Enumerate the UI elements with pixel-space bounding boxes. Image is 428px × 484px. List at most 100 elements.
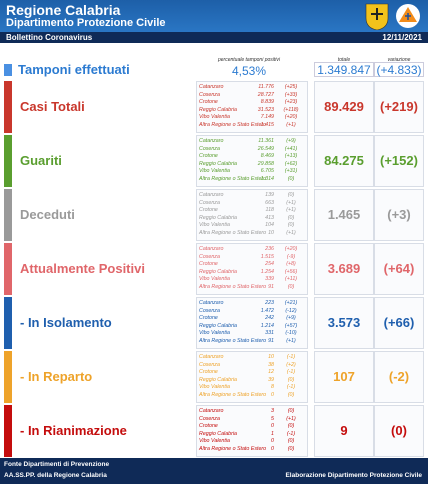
province-variation: (+62) (284, 160, 298, 167)
stripe (4, 351, 12, 403)
province-name: Altra Regione o Stato Estero (199, 284, 267, 290)
province-name: Vibo Valentia (199, 384, 230, 391)
section-variation: (+219) (380, 99, 418, 114)
province-name: Vibo Valentia (199, 114, 230, 121)
province-variation: (+118) (283, 106, 299, 113)
province-name: Crotone (199, 315, 218, 322)
province-name: Cosenza (199, 361, 220, 368)
province-value: 11.776 (258, 84, 274, 90)
credit: Elaborazione Dipartimento Protezione Civ… (285, 472, 422, 479)
province-box (196, 243, 308, 295)
province-value: 0 (271, 392, 274, 398)
province-name: Crotone (199, 261, 218, 268)
total-box (314, 135, 374, 187)
province-name: Cosenza (199, 145, 220, 152)
province-variation: (0) (287, 222, 295, 229)
total-box (314, 297, 374, 349)
province-name: Cosenza (199, 415, 220, 422)
section: Attualmente Positivi Catanzaro 236 (+20) Cos… (2, 243, 426, 295)
tamponi-variation: (+4.833) (374, 62, 424, 77)
province-value: 26.549 (257, 145, 274, 152)
province-variation: (0) (287, 192, 295, 198)
province-value: 28.727 (257, 91, 274, 98)
province-value: 12 (268, 369, 274, 376)
province-variation: (+11) (284, 276, 298, 283)
province-name: Altra Regione o Stato Estero (199, 176, 267, 182)
stripe (4, 135, 12, 187)
section: Casi Totali Catanzaro 11.776 (+25) Cosenza 28… (2, 81, 426, 133)
province-value: 10 (268, 354, 274, 360)
province-value: 6.705 (260, 168, 274, 175)
province-value: 11.361 (258, 138, 274, 144)
province-name: Altra Regione o Stato Estero (199, 122, 267, 128)
province-variation: (+1) (286, 415, 296, 422)
province-name: Reggio Calabria (199, 106, 237, 113)
province-variation: (+57) (284, 322, 298, 329)
province-variation: (+1) (286, 338, 296, 344)
stripe (4, 297, 12, 349)
total-box (314, 81, 374, 133)
province-variation: (+1) (286, 122, 296, 128)
province-name: Catanzaro (199, 354, 224, 360)
province-name: Altra Regione o Stato Estero (199, 230, 267, 236)
province-variation: (+1) (286, 207, 296, 214)
province-box (196, 81, 308, 133)
province-value: 413 (265, 214, 274, 221)
province-variation: (-9) (286, 253, 296, 260)
variation-box (374, 81, 424, 133)
source: Fonte Dipartimenti di Prevenzione (4, 461, 110, 468)
province-name: Vibo Valentia (199, 168, 230, 175)
footer: Fonte Dipartimenti di Prevenzione AA.SS.… (0, 458, 428, 484)
province-name: Reggio Calabria (199, 376, 237, 383)
province-variation: (+9) (286, 138, 296, 144)
subtitle: Dipartimento Protezione Civile (6, 17, 166, 29)
section-total: 9 (340, 423, 348, 438)
tamponi-label: Tamponi effettuati (18, 62, 130, 77)
variation-box (374, 189, 424, 241)
section-variation: (+66) (383, 315, 415, 330)
province-name: Cosenza (199, 253, 220, 260)
province-name: Catanzaro (199, 246, 224, 252)
province-name: Reggio Calabria (199, 214, 237, 221)
province-variation: (0) (287, 376, 295, 383)
section-variation: (+152) (380, 153, 418, 168)
province-value: 254 (265, 261, 274, 268)
province-value: 139 (265, 192, 274, 198)
section-total: 3.689 (327, 261, 361, 276)
province-value: 236 (265, 246, 274, 252)
bulletin: Bollettino Coronavirus (6, 33, 93, 42)
section-variation: (+3) (387, 207, 411, 222)
section-variation: (-2) (388, 369, 410, 384)
section: Guariti Catanzaro 11.361 (+9) Cosenza 26.549 (… (2, 135, 426, 187)
stripe (4, 189, 12, 241)
province-value: 7.149 (260, 114, 274, 121)
province-variation: (0) (287, 176, 295, 182)
section-label: - In Rianimazione (20, 423, 127, 438)
section-label: - In Isolamento (20, 315, 112, 330)
bulletin-bar: Bollettino Coronavirus 12/11/2021 (0, 32, 428, 43)
province-box (196, 351, 308, 403)
province-value: 104 (265, 222, 274, 229)
section-label: - In Reparto (20, 369, 93, 384)
province-variation: (0) (287, 214, 295, 221)
province-name: Altra Regione o Stato Estero (199, 338, 267, 344)
province-name: Vibo Valentia (199, 330, 230, 337)
stripe (4, 64, 12, 76)
province-name: Vibo Valentia (199, 276, 230, 283)
province-variation: (+20) (284, 114, 298, 121)
province-value: 1 (271, 430, 274, 437)
province-variation: (0) (287, 423, 295, 430)
province-box (196, 135, 308, 187)
province-variation: (0) (287, 446, 295, 452)
province-value: 29.858 (257, 160, 274, 167)
province-box (196, 405, 308, 457)
province-value: 39 (268, 376, 274, 383)
province-value: 5 (271, 415, 274, 422)
province-name: Crotone (199, 99, 218, 106)
province-variation: (+1) (286, 230, 296, 236)
section: - In Rianimazione Catanzaro 3 (0) Cosenza 5 (+… (2, 405, 426, 457)
province-variation: (+9) (286, 315, 296, 322)
province-name: Reggio Calabria (199, 322, 237, 329)
total-box (314, 351, 374, 403)
